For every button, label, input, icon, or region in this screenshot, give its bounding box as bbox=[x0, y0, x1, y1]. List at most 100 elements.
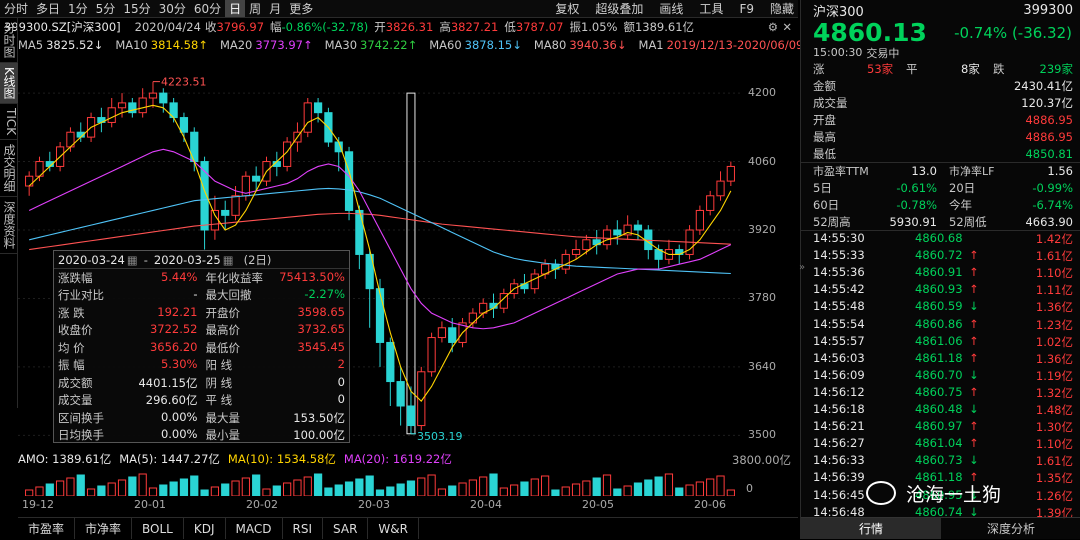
toolbar-right-3[interactable]: 工具 bbox=[699, 2, 724, 16]
indicator-tab-1[interactable]: 市净率 bbox=[75, 518, 133, 539]
perf-label: 20日 bbox=[949, 180, 976, 195]
toolbar-right-4[interactable]: F9 bbox=[739, 1, 754, 16]
ma-item-1: MA10 3814.58↑ bbox=[115, 38, 214, 52]
popup-cell: 阳 线 2 bbox=[202, 357, 350, 373]
period-tab-5[interactable]: 30分 bbox=[158, 2, 186, 16]
left-tab-2[interactable]: TICK bbox=[0, 104, 18, 140]
period-tab-9[interactable]: 月 bbox=[269, 2, 282, 16]
volume-chart[interactable] bbox=[18, 468, 740, 496]
indicator-tab-0[interactable]: 市盈率 bbox=[18, 518, 76, 539]
left-tab-3[interactable]: 成交明细 bbox=[0, 140, 18, 197]
left-tab-1[interactable]: K线图 bbox=[0, 63, 18, 104]
ma-value: 3940.36↓ bbox=[569, 38, 627, 52]
indicator-tab-3[interactable]: KDJ bbox=[184, 518, 226, 539]
quote-tab-0[interactable]: 行情 bbox=[801, 518, 941, 539]
selection-range-box[interactable] bbox=[406, 92, 416, 435]
period-tab-8[interactable]: 周 bbox=[249, 2, 262, 16]
ma-value: 3773.97↑ bbox=[255, 38, 313, 52]
arrow-up-icon: ↑ bbox=[969, 282, 979, 297]
popup-value: 4401.15亿 bbox=[138, 375, 198, 390]
toolbar-right-1[interactable]: 超级叠加 bbox=[595, 2, 644, 16]
tick-row: 14:55:54 4860.86 ↑ 1.23亿 bbox=[801, 317, 1080, 334]
popup-row: 日均换手 0.00% 最小量 100.00亿 bbox=[54, 427, 349, 445]
kline-chart[interactable]: 4223.51 3503.19 bbox=[18, 54, 740, 450]
moving-average-bar: MA5 3825.52↓ MA10 3814.58↑ MA20 3773.97↑ MA30 3… bbox=[18, 36, 846, 54]
candle-body bbox=[571, 249, 581, 255]
settings-gear-icon[interactable]: ⚙ bbox=[767, 20, 778, 34]
calendar-icon[interactable]: ▦ bbox=[222, 252, 234, 267]
popup-label: 行业对比 bbox=[58, 288, 104, 303]
volume-bar bbox=[283, 482, 292, 496]
tick-price: 4861.06 bbox=[915, 333, 963, 348]
tick-volume: 1.26亿 bbox=[1035, 488, 1073, 503]
calendar-icon[interactable]: ▦ bbox=[126, 252, 138, 267]
volume-bar bbox=[252, 474, 261, 496]
price-tick: 3920 bbox=[748, 223, 776, 236]
left-tab-4[interactable]: 深度资料 bbox=[0, 197, 18, 254]
wechat-icon bbox=[866, 481, 896, 505]
volume-bar bbox=[107, 482, 116, 496]
quote-panel-tabs: 行情 深度分析 bbox=[801, 517, 1080, 539]
tick-row: 14:55:33 4860.72 ↑ 1.61亿 bbox=[801, 248, 1080, 265]
price-tick: 3500 bbox=[748, 428, 776, 442]
period-tab-3[interactable]: 5分 bbox=[95, 2, 116, 16]
volume-bar bbox=[695, 481, 704, 496]
close-icon[interactable]: ✕ bbox=[782, 20, 792, 34]
perf-value: -6.74% bbox=[1032, 197, 1073, 212]
watermark: 沧海一土狗 bbox=[866, 478, 1046, 508]
toolbar-right-2[interactable]: 画线 bbox=[659, 2, 684, 16]
arrow-up-icon: ↑ bbox=[969, 384, 979, 399]
arrow-up-icon: ↑ bbox=[969, 470, 979, 485]
indicator-tab-4[interactable]: MACD bbox=[226, 518, 283, 539]
quote-time: 15:00:30 bbox=[813, 46, 863, 59]
period-tab-2[interactable]: 1分 bbox=[68, 2, 88, 16]
arrow-down-icon: ↓ bbox=[969, 487, 979, 502]
tick-row: 14:56:39 4861.18 ↑ 1.35亿 bbox=[801, 470, 1080, 487]
pb-label: 市净率LF bbox=[949, 165, 995, 178]
period-tab-6[interactable]: 60分 bbox=[193, 2, 222, 16]
tick-list[interactable]: 14:55:30 4860.68 1.42亿 14:55:33 4860.72 ↑ 1.61… bbox=[801, 230, 1080, 520]
period-tab-7[interactable]: 日 bbox=[225, 0, 246, 17]
period-tab-4[interactable]: 15分 bbox=[123, 2, 151, 16]
quote-tab-1[interactable]: 深度分析 bbox=[986, 522, 1035, 536]
candle-body bbox=[417, 371, 426, 427]
candle-body bbox=[499, 293, 508, 309]
popup-dash: - bbox=[143, 252, 148, 267]
candle-body bbox=[179, 117, 189, 133]
popup-start-date[interactable]: 2020-03-24 bbox=[58, 252, 125, 267]
volume-info-bar: AMO: 1389.61亿 MA(5): 1447.27亿 MA(10): 15… bbox=[18, 450, 798, 468]
indicator-tab-2[interactable]: BOLL bbox=[132, 518, 184, 539]
perf-value: -0.78% bbox=[896, 197, 937, 212]
popup-value: 2 bbox=[337, 357, 345, 372]
volume-bar bbox=[355, 478, 364, 496]
close-label: 收 bbox=[204, 20, 217, 34]
change-value: -0.86%(-32.78) bbox=[281, 20, 369, 34]
volume-bar bbox=[417, 477, 426, 496]
indicator-tab-7[interactable]: W&R bbox=[368, 518, 419, 539]
trading-status: 交易中 bbox=[866, 46, 900, 60]
popup-cell: 涨 跌 192.21 bbox=[54, 305, 202, 321]
ma-item-3: MA30 3742.22↑ bbox=[325, 38, 424, 52]
tick-row: 14:56:45 4860.95 ↓ 1.26亿 bbox=[801, 488, 1080, 505]
left-tab-0[interactable]: 分时图 bbox=[0, 18, 18, 63]
toolbar-right-5[interactable]: 隐藏 bbox=[769, 2, 794, 16]
candle-body bbox=[375, 288, 385, 343]
tick-time: 14:56:09 bbox=[813, 367, 865, 382]
toolbar-right-0[interactable]: 复权 bbox=[555, 2, 580, 16]
period-toolbar: 分时 多日 1分 5分 15分 30分 60分日周月更多 复权 超级叠加 画线 工具 F9 隐藏 bbox=[0, 0, 798, 18]
quote-row-label: 最高 bbox=[813, 129, 836, 144]
volume-bar bbox=[706, 478, 715, 496]
popup-value: 5.44% bbox=[160, 269, 198, 284]
candle-body bbox=[365, 253, 374, 290]
indicator-tab-6[interactable]: SAR bbox=[323, 518, 369, 539]
popup-end-date[interactable]: 2020-03-25 bbox=[153, 252, 221, 267]
indicator-tab-5[interactable]: RSI bbox=[283, 518, 324, 539]
period-tab-1[interactable]: 多日 bbox=[36, 2, 61, 16]
collapse-chevron-icon[interactable]: » bbox=[799, 262, 806, 273]
period-tab-10[interactable]: 更多 bbox=[289, 2, 314, 16]
date-tick: 20-04 bbox=[470, 498, 502, 511]
volume-bar bbox=[35, 486, 44, 496]
volume-bar bbox=[231, 480, 240, 496]
quote-row-label: 最低 bbox=[813, 146, 836, 161]
period-tab-0[interactable]: 分时 bbox=[4, 2, 29, 16]
